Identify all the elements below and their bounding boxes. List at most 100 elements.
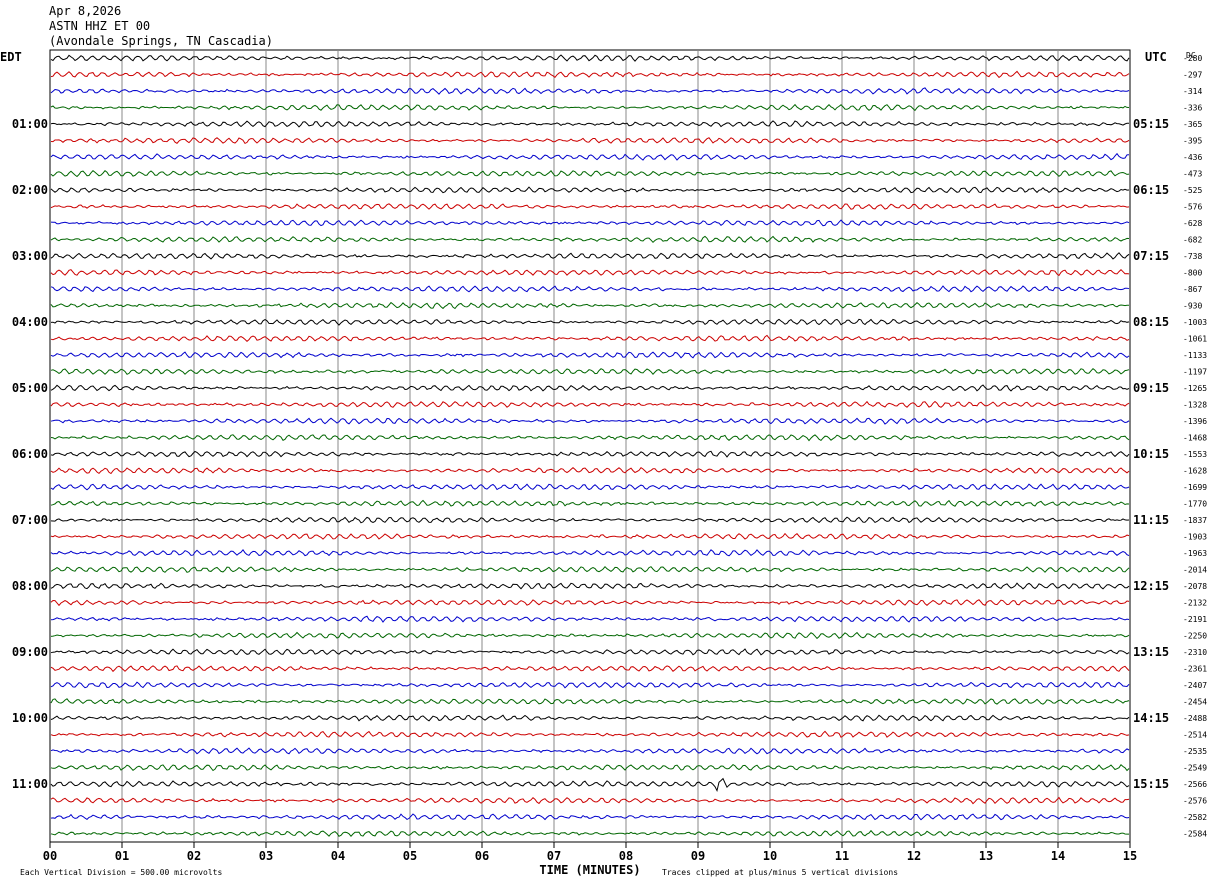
dc-offset-label: -1003	[1183, 318, 1207, 327]
dc-offset-label: -738	[1183, 252, 1202, 261]
trace-line	[50, 70, 1130, 79]
x-tick-label: 03	[259, 849, 273, 863]
dc-offset-label: -682	[1183, 236, 1202, 245]
dc-offset-label: -1903	[1183, 533, 1207, 542]
dc-offset-label: -336	[1183, 104, 1202, 113]
dc-offset-label: -867	[1183, 285, 1202, 294]
dc-offset-label: -2454	[1183, 698, 1207, 707]
trace-line	[50, 730, 1130, 738]
trace-line	[50, 203, 1130, 210]
trace-line	[50, 631, 1130, 640]
x-tick-label: 07	[547, 849, 561, 863]
dc-offset-label: -395	[1183, 137, 1202, 146]
left-hour-label: 05:00	[12, 381, 48, 395]
trace-line	[50, 400, 1130, 408]
dc-offset-label: -1628	[1183, 467, 1207, 476]
trace-line	[50, 285, 1130, 293]
dc-offset-label: -2191	[1183, 615, 1207, 624]
right-hour-label: 14:15	[1133, 711, 1169, 725]
trace-line	[50, 483, 1130, 491]
x-tick-label: 10	[763, 849, 777, 863]
dc-offset-label: -2582	[1183, 813, 1207, 822]
trace-line	[50, 681, 1130, 689]
x-tick-label: 02	[187, 849, 201, 863]
x-tick-label: 09	[691, 849, 705, 863]
dc-offset-label: -1061	[1183, 335, 1207, 344]
dc-offset-label: -1197	[1183, 368, 1207, 377]
dc-offset-label: -2361	[1183, 665, 1207, 674]
trace-line	[50, 137, 1130, 145]
left-timezone-label: EDT	[0, 50, 22, 64]
footer-clip-note: Traces clipped at plus/minus 5 vertical …	[662, 868, 898, 877]
dc-offset-label: -1265	[1183, 384, 1207, 393]
dc-offset-label: -1837	[1183, 516, 1207, 525]
dc-offset-label: -1770	[1183, 500, 1207, 509]
dc-offset-label: -1699	[1183, 483, 1207, 492]
trace-line	[50, 763, 1130, 772]
trace-line	[50, 548, 1130, 557]
dc-offset-label: -2584	[1183, 830, 1207, 839]
dc-offset-label: -473	[1183, 170, 1202, 179]
x-tick-label: 15	[1123, 849, 1137, 863]
left-hour-label: 09:00	[12, 645, 48, 659]
x-tick-label: 06	[475, 849, 489, 863]
trace-line	[50, 87, 1130, 95]
dc-offset-label: -2014	[1183, 566, 1207, 575]
dc-offset-label: -2132	[1183, 599, 1207, 608]
trace-line	[50, 186, 1130, 194]
dc-offset-label: -2310	[1183, 648, 1207, 657]
dc-offset-label: -628	[1183, 219, 1202, 228]
trace-line	[50, 714, 1130, 722]
dc-offset-label: -2488	[1183, 714, 1207, 723]
trace-line	[50, 532, 1130, 540]
dc-offset-label: -297	[1183, 71, 1202, 80]
trace-line	[50, 417, 1130, 425]
left-hour-label: 06:00	[12, 447, 48, 461]
trace-line	[50, 301, 1130, 310]
right-hour-label: 06:15	[1133, 183, 1169, 197]
x-tick-label: 00	[43, 849, 57, 863]
right-hour-label: 08:15	[1133, 315, 1169, 329]
header-location: (Avondale Springs, TN Cascadia)	[49, 34, 273, 48]
left-hour-label: 04:00	[12, 315, 48, 329]
dc-offset-label: -930	[1183, 302, 1202, 311]
dc-offset-label: -365	[1183, 120, 1202, 129]
trace-line	[50, 269, 1130, 277]
dc-offset-label: -1133	[1183, 351, 1207, 360]
trace-line	[50, 648, 1130, 656]
dc-offset-label: -2576	[1183, 797, 1207, 806]
dc-offset-label: -1396	[1183, 417, 1207, 426]
right-hour-label: 07:15	[1133, 249, 1169, 263]
right-hour-label: 05:15	[1133, 117, 1169, 131]
left-hour-label: 02:00	[12, 183, 48, 197]
dc-offset-label: -1328	[1183, 401, 1207, 410]
trace-line	[50, 368, 1130, 375]
right-hour-label: 11:15	[1133, 513, 1169, 527]
dc-offset-label: -2535	[1183, 747, 1207, 756]
dc-offset-label: -1963	[1183, 549, 1207, 558]
trace-line	[50, 334, 1130, 342]
trace-line	[50, 665, 1130, 673]
trace-line	[50, 829, 1129, 837]
trace-line	[50, 152, 1130, 161]
trace-line	[50, 434, 1130, 442]
left-hour-label: 11:00	[12, 777, 48, 791]
trace-line	[50, 170, 1130, 178]
right-hour-label: 13:15	[1133, 645, 1169, 659]
right-timezone-label: UTC	[1145, 50, 1167, 64]
trace-line	[50, 777, 1130, 793]
left-hour-label: 08:00	[12, 579, 48, 593]
dc-offset-label: -1553	[1183, 450, 1207, 459]
right-hour-label: 12:15	[1133, 579, 1169, 593]
x-tick-label: 11	[835, 849, 849, 863]
dc-offset-label: -2514	[1183, 731, 1207, 740]
trace-line	[50, 120, 1130, 128]
dc-offset-label: -2078	[1183, 582, 1207, 591]
dc-offset-label: -436	[1183, 153, 1202, 162]
x-tick-label: 14	[1051, 849, 1065, 863]
dc-offset-label: -2549	[1183, 764, 1207, 773]
dc-label: DC	[1186, 51, 1196, 60]
trace-line	[50, 252, 1130, 260]
trace-line	[50, 219, 1130, 227]
trace-line	[50, 499, 1130, 507]
